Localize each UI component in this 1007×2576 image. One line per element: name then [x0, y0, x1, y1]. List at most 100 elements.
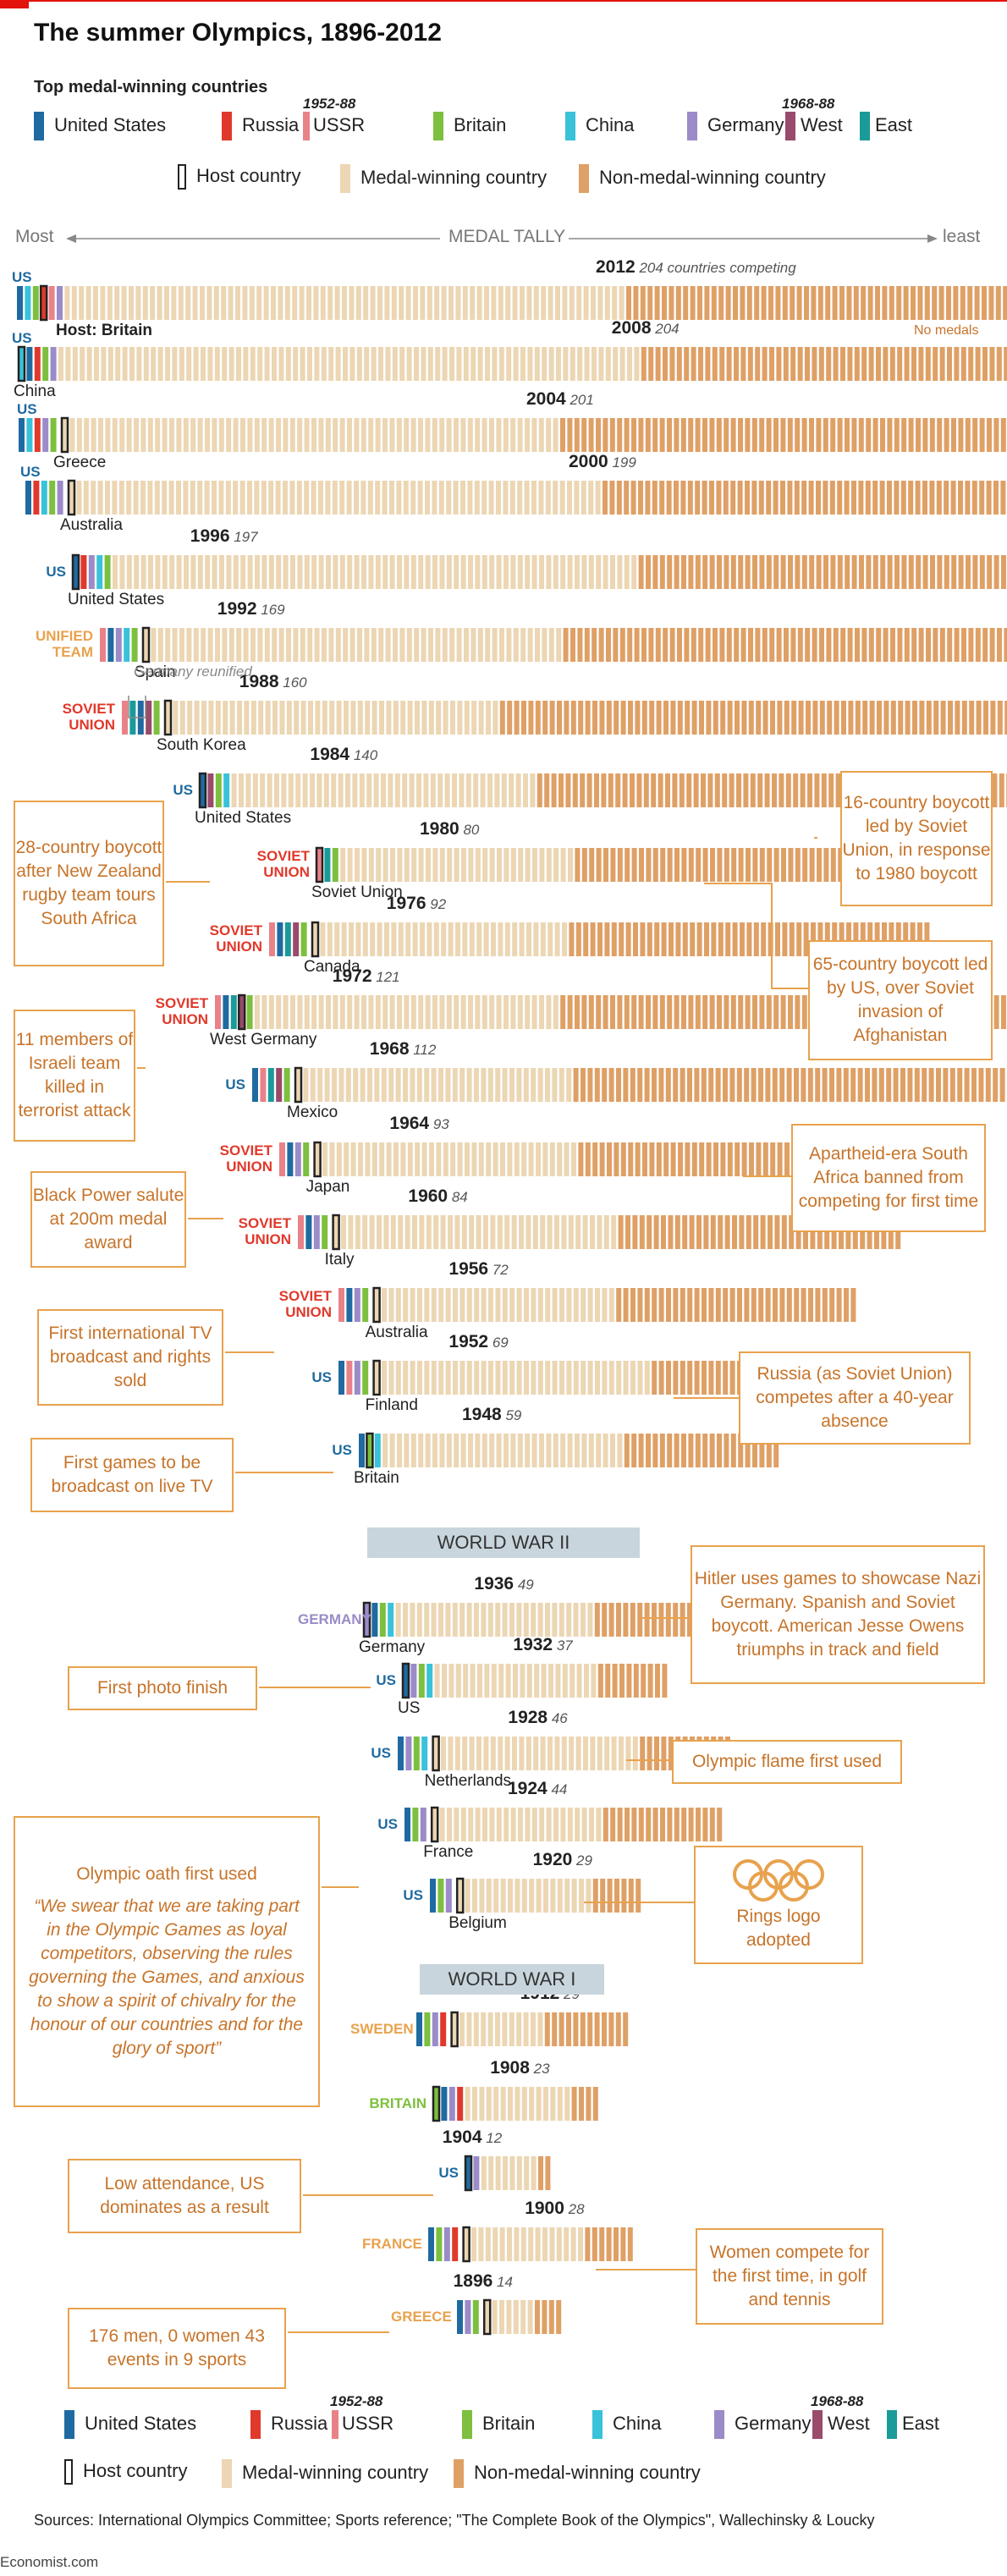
nonmedal-country-bar: [687, 1603, 692, 1637]
medal-country-bar: [438, 1603, 443, 1637]
medal-country-bar: [536, 2087, 542, 2121]
medal-country-bar: [471, 701, 477, 735]
medal-country-bar: [512, 286, 518, 320]
nonmedal-country-bar: [556, 2300, 562, 2334]
host-bar: [430, 1806, 439, 1843]
row-leader-label: GREECE: [391, 2309, 452, 2325]
nonmedal-country-bar: [929, 418, 935, 452]
nonmedal-country-bar: [578, 1142, 584, 1176]
country-bar-ussr: [269, 922, 275, 956]
medal-country-bar: [358, 1142, 363, 1176]
medal-country-bar: [476, 286, 482, 320]
nonmedal-country-bar: [943, 1068, 949, 1102]
medal-country-bar: [516, 1288, 522, 1322]
countries-competing: 49: [514, 1577, 534, 1593]
medal-country-bar: [566, 1288, 572, 1322]
nonmedal-country-bar: [674, 1808, 680, 1841]
nonmedal-country-bar: [898, 701, 904, 735]
row-host-label: Germany: [359, 1638, 426, 1656]
country-bar-ussr: [315, 846, 324, 883]
medal-country-bar: [360, 1068, 366, 1102]
medal-country-bar: [345, 773, 350, 807]
nonmedal-country-bar: [720, 1142, 726, 1176]
medal-country-bar: [448, 286, 454, 320]
medal-country-bar: [537, 1068, 543, 1102]
nonmedal-country-bar: [717, 1434, 722, 1467]
nonmedal-country-bar: [939, 347, 945, 381]
nonmedal-country-bar: [643, 773, 649, 807]
nonmedal-country-bar: [726, 347, 732, 381]
nonmedal-country-bar: [702, 995, 708, 1029]
nonmedal-country-bar: [811, 286, 817, 320]
host-bar: [450, 2011, 459, 2048]
medal-country-bar: [525, 418, 530, 452]
medal-country-bar: [385, 628, 391, 662]
medal-country-bar: [470, 286, 476, 320]
nonmedal-country-bar: [682, 1215, 688, 1249]
nonmedal-country-bar: [709, 1808, 715, 1841]
country-bar-germany: [445, 1879, 452, 1913]
country-bar-britain: [412, 1808, 419, 1841]
medal-country-bar: [335, 628, 341, 662]
nonmedal-country-bar: [734, 628, 740, 662]
medal-country-bar: [443, 1142, 448, 1176]
nonmedal-country-bar: [596, 418, 601, 452]
country-bar-us: [416, 2012, 422, 2046]
nonmedal-country-bar: [587, 1068, 593, 1102]
medal-country-bar: [595, 1361, 600, 1395]
legend-item-us: United States: [34, 112, 166, 140]
country-bar-germany: [313, 1215, 320, 1249]
row-year-label: 1924 44: [508, 1779, 567, 1799]
countries-competing: 201: [565, 392, 594, 408]
medal-country-bar: [284, 286, 290, 320]
nonmedal-country-bar: [987, 555, 993, 589]
medal-country-bar: [486, 701, 491, 735]
medal-country-bar: [107, 286, 113, 320]
medal-country-bar: [377, 1215, 382, 1249]
nonmedal-country-bar: [597, 922, 603, 956]
nonmedal-country-bar: [709, 481, 714, 515]
medal-country-bar: [504, 848, 509, 882]
legend-bottom-britain: Britain: [462, 2410, 535, 2439]
medal-country-bar: [239, 481, 245, 515]
nonmedal-country-bar: [897, 347, 903, 381]
medal-country-bar: [497, 1215, 503, 1249]
nonmedal-country-bar: [647, 1215, 652, 1249]
country-bar-us: [19, 418, 25, 452]
medal-country-bar: [581, 1361, 586, 1395]
medal-country-bar: [343, 628, 349, 662]
nonmedal-country-bar: [584, 628, 590, 662]
nonmedal-country-bar: [889, 922, 894, 956]
nonmedal-country-bar: [661, 1737, 667, 1770]
nonmedal-country-bar: [639, 1215, 645, 1249]
medal-country-bar: [286, 628, 291, 662]
nonmedal-country-bar: [773, 1434, 779, 1467]
medal-country-bar: [425, 418, 431, 452]
medal-country-bar: [549, 2227, 555, 2261]
nonmedal-country-bar: [853, 922, 859, 956]
nonmedal-country-bar: [791, 701, 797, 735]
year: 1980: [420, 819, 459, 839]
nonmedal-country-bar: [773, 418, 779, 452]
medal-country-bar: [320, 286, 326, 320]
medal-country-bar: [410, 1603, 415, 1637]
medal-country-bar: [356, 347, 362, 381]
nonmedal-country-bar: [955, 701, 960, 735]
medal-country-bar: [518, 1808, 523, 1841]
countries-competing: 44: [547, 1781, 568, 1797]
nonmedal-country-bar: [680, 1603, 685, 1637]
year: 1984: [310, 745, 350, 764]
medal-country-bar: [612, 286, 618, 320]
medal-country-bar: [229, 701, 235, 735]
medal-country-bar: [576, 286, 582, 320]
medal-country-bar: [375, 418, 381, 452]
country-bar-ussr: [298, 1215, 304, 1249]
year: 1972: [332, 966, 372, 986]
medal-country-bar: [425, 1434, 431, 1467]
medal-country-bar: [493, 1879, 499, 1913]
country-bar-britain: [379, 1603, 386, 1637]
annotation-1928-flame: Olympic flame first used: [672, 1740, 902, 1784]
nonmedal-country-bar: [603, 481, 608, 515]
nonmedal-country-bar: [655, 628, 661, 662]
medal-country-bar: [432, 995, 437, 1029]
